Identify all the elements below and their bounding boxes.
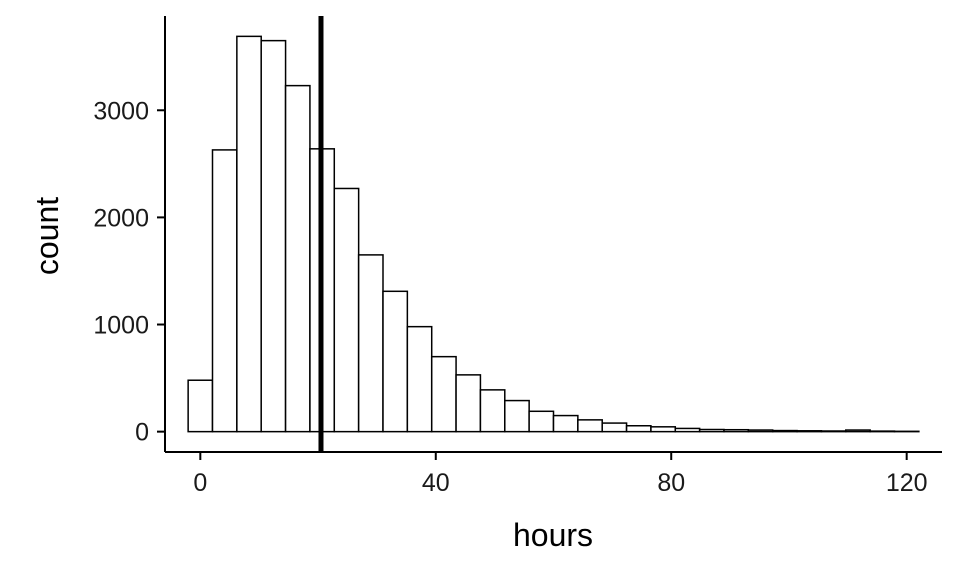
y-tick-label: 0	[135, 419, 149, 447]
histogram-bar	[357, 254, 384, 433]
y-tick-label: 2000	[93, 204, 149, 232]
y-tick-label: 1000	[93, 312, 149, 340]
x-tick-label: 80	[657, 469, 685, 497]
histogram-bar	[869, 430, 896, 433]
histogram-bar	[284, 84, 311, 433]
y-tick-label: 3000	[93, 97, 149, 125]
histogram-bar	[552, 414, 579, 433]
histogram-bar	[236, 35, 262, 433]
x-tick-label: 40	[422, 469, 450, 497]
histogram-bar	[260, 39, 287, 433]
histogram-bar	[577, 419, 603, 433]
histogram-bar	[820, 430, 847, 433]
histogram-bar	[430, 355, 457, 433]
histogram-bar	[650, 426, 677, 433]
histogram-bar	[674, 427, 701, 433]
histogram-bar	[211, 149, 238, 433]
bars-layer	[187, 35, 920, 433]
histogram-bar	[187, 379, 214, 433]
histogram-bar	[845, 429, 871, 433]
x-tick-label: 0	[193, 469, 207, 497]
histogram-bar	[333, 187, 360, 433]
y-axis-title: count	[29, 197, 65, 275]
x-tick-label: 120	[886, 469, 928, 497]
ticks-layer: 0 40 80 120 0 1000 2000 3000	[93, 97, 927, 497]
x-axis-title: hours	[513, 517, 593, 553]
histogram-bar	[747, 429, 774, 433]
histogram-bar	[406, 325, 433, 433]
histogram-bar	[528, 410, 555, 433]
histogram-bar	[771, 429, 798, 433]
histogram-bar	[504, 399, 530, 433]
histogram-bar	[479, 389, 506, 433]
histogram-bar	[698, 428, 725, 433]
histogram-bar	[625, 425, 652, 433]
axes-layer	[164, 16, 942, 453]
histogram-bar	[601, 422, 628, 433]
histogram-bar	[796, 430, 823, 433]
histogram-bar	[455, 374, 482, 433]
histogram-bar	[382, 290, 409, 433]
histogram-bar	[723, 428, 750, 433]
